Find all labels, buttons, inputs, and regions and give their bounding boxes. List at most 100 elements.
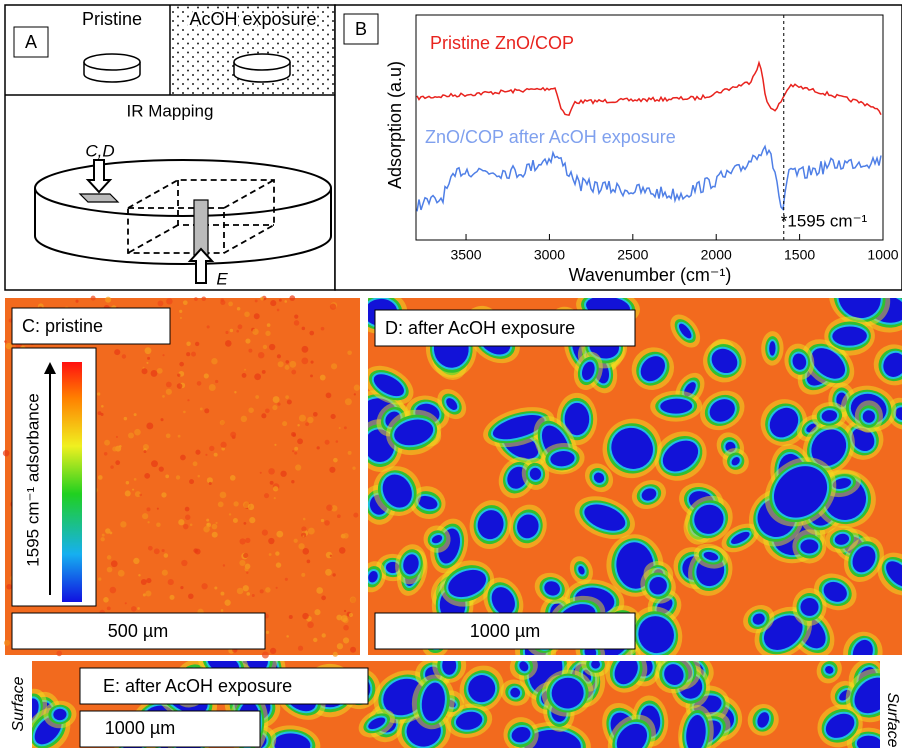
speck <box>220 592 224 596</box>
speck <box>246 572 248 574</box>
speck <box>165 475 169 479</box>
speck <box>244 567 248 571</box>
speck <box>134 413 137 416</box>
speck <box>252 594 255 597</box>
panel-label: C: pristine <box>22 316 103 336</box>
speck <box>302 548 309 555</box>
speck <box>326 392 332 398</box>
speck <box>246 592 250 596</box>
speck <box>220 300 225 305</box>
speck <box>220 492 227 499</box>
cell-title: AcOH exposure <box>189 9 316 29</box>
panel-label: B <box>355 19 367 39</box>
speck <box>285 365 290 370</box>
speck <box>120 521 126 527</box>
speck <box>245 538 250 543</box>
speck <box>264 493 269 498</box>
arrow-label: C,D <box>85 141 114 160</box>
speck <box>230 432 236 438</box>
speck <box>179 310 182 313</box>
speck <box>215 380 218 383</box>
speck <box>102 534 105 537</box>
speck <box>97 392 100 395</box>
speck <box>329 467 335 473</box>
speck <box>154 548 160 554</box>
speck <box>186 352 190 356</box>
speck <box>158 300 164 306</box>
scale-bar: 1000 µm <box>470 621 540 641</box>
speck <box>289 615 293 619</box>
speck <box>350 647 356 653</box>
pore <box>442 656 456 675</box>
speck <box>223 564 225 566</box>
speck <box>183 300 188 305</box>
speck <box>244 522 247 525</box>
panel-label: A <box>25 32 37 52</box>
speck <box>294 539 298 543</box>
speck <box>285 578 288 581</box>
speck <box>6 343 12 349</box>
speck <box>101 413 104 416</box>
speck <box>190 523 193 526</box>
speck <box>265 587 271 593</box>
speck <box>294 452 297 455</box>
speck <box>333 652 338 657</box>
speck <box>146 362 148 364</box>
speck <box>180 455 186 461</box>
speck <box>189 479 194 484</box>
speck <box>292 450 294 452</box>
speck <box>146 507 150 511</box>
x-axis-title: Wavenumber (cm⁻¹) <box>569 265 732 285</box>
speck <box>333 458 338 463</box>
speck <box>118 570 125 577</box>
speck <box>301 357 308 364</box>
speck <box>122 354 126 358</box>
speck <box>248 349 252 353</box>
speck <box>320 375 326 381</box>
speck <box>183 411 186 414</box>
speck <box>197 381 202 386</box>
speck <box>298 646 303 651</box>
speck <box>214 587 217 590</box>
speck <box>206 519 209 522</box>
speck <box>285 395 289 399</box>
speck <box>4 640 10 646</box>
speck <box>109 531 112 534</box>
speck <box>313 638 317 642</box>
panel-d: D: after AcOH exposure 1000 µm <box>344 258 902 682</box>
speck <box>144 450 147 453</box>
speck <box>110 465 113 468</box>
speck <box>207 523 210 526</box>
speck <box>294 320 299 325</box>
speck <box>110 587 117 594</box>
speck <box>168 579 174 585</box>
speck <box>285 360 289 364</box>
speck <box>291 480 294 483</box>
speck <box>324 520 330 526</box>
speck <box>209 446 214 451</box>
speck <box>197 475 200 478</box>
speck <box>146 578 151 583</box>
speck <box>166 382 172 388</box>
speck <box>111 560 118 567</box>
speck <box>307 560 311 564</box>
speck <box>298 543 304 549</box>
panel-label: D: after AcOH exposure <box>385 318 575 338</box>
speck <box>263 345 267 349</box>
speck <box>284 300 287 303</box>
speck <box>277 403 280 406</box>
speck <box>262 652 269 659</box>
speck <box>180 586 183 589</box>
y-axis-title: Adsorption (a.u) <box>385 61 405 189</box>
speck <box>321 327 325 331</box>
speck <box>344 426 347 429</box>
speck <box>255 299 258 302</box>
speck <box>262 370 266 374</box>
speck <box>330 414 335 419</box>
speck <box>214 453 218 457</box>
speck <box>179 362 184 367</box>
speck <box>260 297 264 301</box>
speck <box>75 300 78 303</box>
speck <box>350 597 356 603</box>
speck <box>225 340 232 347</box>
